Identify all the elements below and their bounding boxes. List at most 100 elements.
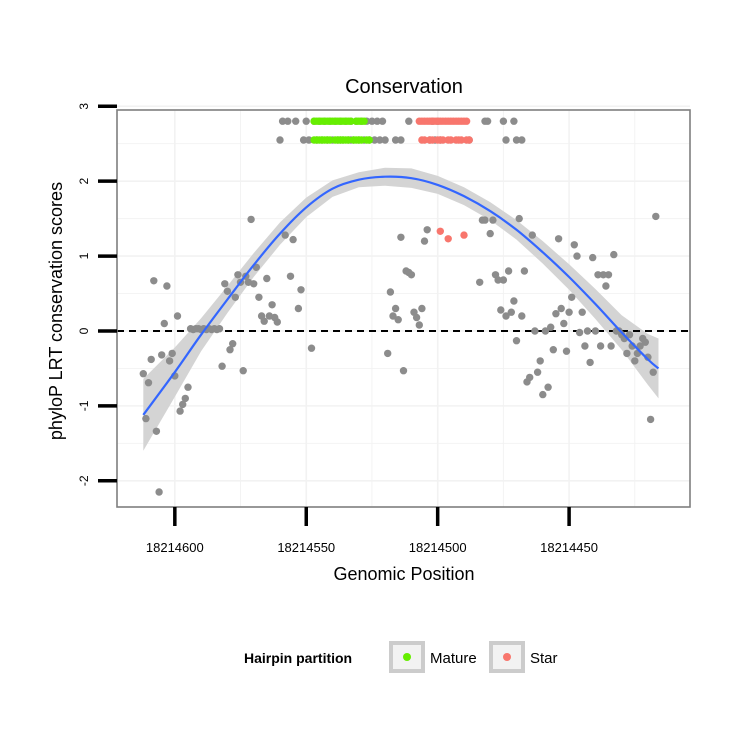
point-other xyxy=(596,342,605,350)
point-other xyxy=(184,383,192,391)
point-other xyxy=(297,286,305,294)
point-other xyxy=(144,379,153,387)
point-other xyxy=(399,367,408,375)
point-other xyxy=(502,312,510,320)
point-other xyxy=(420,237,429,245)
point-other xyxy=(215,325,224,333)
point-other xyxy=(368,117,376,125)
point-other xyxy=(515,214,523,223)
point-other xyxy=(155,488,163,496)
point-mature xyxy=(365,136,373,144)
point-other xyxy=(412,313,421,322)
y-tick-label: 1 xyxy=(77,252,91,259)
point-other xyxy=(552,310,560,318)
data-points xyxy=(139,117,660,496)
point-other xyxy=(278,117,287,125)
point-other xyxy=(646,415,655,424)
point-other xyxy=(231,293,239,301)
point-other xyxy=(181,394,189,403)
point-other xyxy=(486,229,494,238)
point-other xyxy=(163,282,171,290)
point-star xyxy=(447,136,455,144)
point-other xyxy=(394,316,402,324)
point-other xyxy=(255,293,263,301)
confidence-ribbon xyxy=(143,167,659,451)
y-tick-label: 2 xyxy=(77,178,91,185)
point-other xyxy=(173,312,182,320)
point-other xyxy=(518,136,526,144)
point-other xyxy=(292,117,300,125)
x-tick-label: 18214500 xyxy=(409,540,467,555)
point-other xyxy=(370,136,379,144)
point-other xyxy=(518,312,526,320)
point-other xyxy=(263,274,271,283)
point-other xyxy=(562,347,571,355)
point-other xyxy=(554,235,563,243)
point-other xyxy=(512,337,521,345)
y-tick-label: 0 xyxy=(77,327,91,334)
point-other xyxy=(510,297,518,305)
point-other xyxy=(158,351,166,359)
point-other xyxy=(610,250,618,259)
point-other xyxy=(594,271,602,279)
point-other xyxy=(499,117,508,125)
point-other xyxy=(376,136,384,144)
point-other xyxy=(289,235,297,244)
point-other xyxy=(273,318,281,326)
point-other xyxy=(165,357,174,365)
x-tick-label: 18214600 xyxy=(146,540,204,555)
point-other xyxy=(286,272,295,280)
point-other xyxy=(389,312,397,320)
point-other xyxy=(565,308,573,316)
point-other xyxy=(578,308,586,316)
point-other xyxy=(557,304,565,313)
point-other xyxy=(586,358,594,367)
point-star xyxy=(457,136,465,144)
point-star xyxy=(439,136,447,144)
legend-marker-star xyxy=(503,653,511,661)
point-other xyxy=(573,252,581,260)
legend-label-star: Star xyxy=(530,650,558,667)
smooth-fit-line xyxy=(142,175,660,416)
point-other xyxy=(631,357,639,365)
x-axis-label: Genomic Position xyxy=(333,564,474,584)
point-other xyxy=(384,349,392,358)
legend: Hairpin partition Mature Star xyxy=(244,641,558,673)
point-other xyxy=(568,293,576,301)
legend-title: Hairpin partition xyxy=(244,650,352,666)
point-other xyxy=(221,280,229,288)
y-tick-label: -1 xyxy=(77,400,91,411)
point-other xyxy=(152,427,161,435)
point-other xyxy=(520,267,529,275)
point-other xyxy=(591,327,600,335)
point-star xyxy=(465,136,473,144)
point-other xyxy=(305,136,313,144)
point-other xyxy=(544,383,552,391)
point-other xyxy=(378,117,387,125)
point-other xyxy=(536,357,544,365)
point-other xyxy=(649,368,657,376)
point-star xyxy=(420,136,429,144)
point-other xyxy=(142,414,150,423)
point-other xyxy=(386,288,395,296)
point-other xyxy=(539,390,547,399)
point-other xyxy=(549,346,557,354)
y-tick-label: 3 xyxy=(77,103,91,110)
point-other xyxy=(570,241,578,249)
point-other xyxy=(239,367,247,375)
point-other xyxy=(510,117,518,125)
legend-marker-mature xyxy=(403,653,411,661)
point-other xyxy=(560,319,568,328)
x-tick-label: 18214450 xyxy=(540,540,598,555)
point-other xyxy=(528,231,536,239)
point-star xyxy=(460,231,468,239)
point-other xyxy=(625,331,634,339)
point-other xyxy=(397,233,405,241)
point-other xyxy=(415,321,423,329)
x-tick-label: 18214550 xyxy=(277,540,335,555)
point-other xyxy=(229,340,237,348)
point-other xyxy=(489,216,497,224)
point-other xyxy=(499,276,508,284)
point-other xyxy=(547,323,555,331)
